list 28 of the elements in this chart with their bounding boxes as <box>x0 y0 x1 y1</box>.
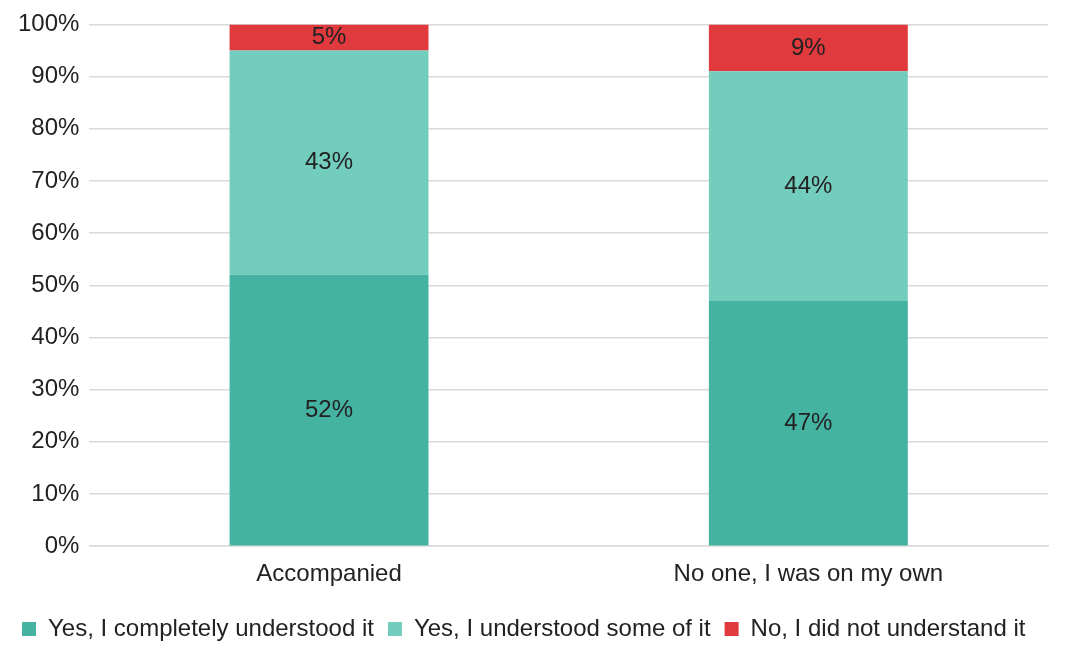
bar <box>708 300 908 546</box>
y-tick-label: 100% <box>17 9 80 37</box>
y-tick-label: 50% <box>31 269 80 297</box>
data-label: 9% <box>791 32 826 60</box>
bar <box>229 274 429 546</box>
x-tick-label: No one, I was on my own <box>673 559 944 587</box>
y-tick-label: 40% <box>31 322 80 350</box>
data-label: 44% <box>784 170 833 198</box>
bar <box>708 24 908 72</box>
y-tick-label: 80% <box>31 113 80 141</box>
data-label: 5% <box>311 22 347 50</box>
x-tick-label: Accompanied <box>256 559 402 587</box>
data-label: 47% <box>784 407 833 435</box>
y-tick-label: 60% <box>31 217 80 245</box>
legend-label: No, I did not understand it <box>750 613 1026 641</box>
data-label: 52% <box>305 394 354 422</box>
y-tick-label: 0% <box>44 530 80 558</box>
y-tick-label: 70% <box>31 165 80 193</box>
legend-label: Yes, I understood some of it <box>413 613 711 641</box>
data-label: 43% <box>305 147 354 175</box>
y-tick-label: 30% <box>31 374 80 402</box>
bar <box>229 24 429 51</box>
legend-label: Yes, I completely understood it <box>48 613 375 641</box>
bar <box>708 71 908 301</box>
y-tick-label: 90% <box>31 61 80 89</box>
bar <box>229 50 429 275</box>
y-tick-label: 10% <box>31 478 80 506</box>
y-tick-label: 20% <box>31 426 80 454</box>
